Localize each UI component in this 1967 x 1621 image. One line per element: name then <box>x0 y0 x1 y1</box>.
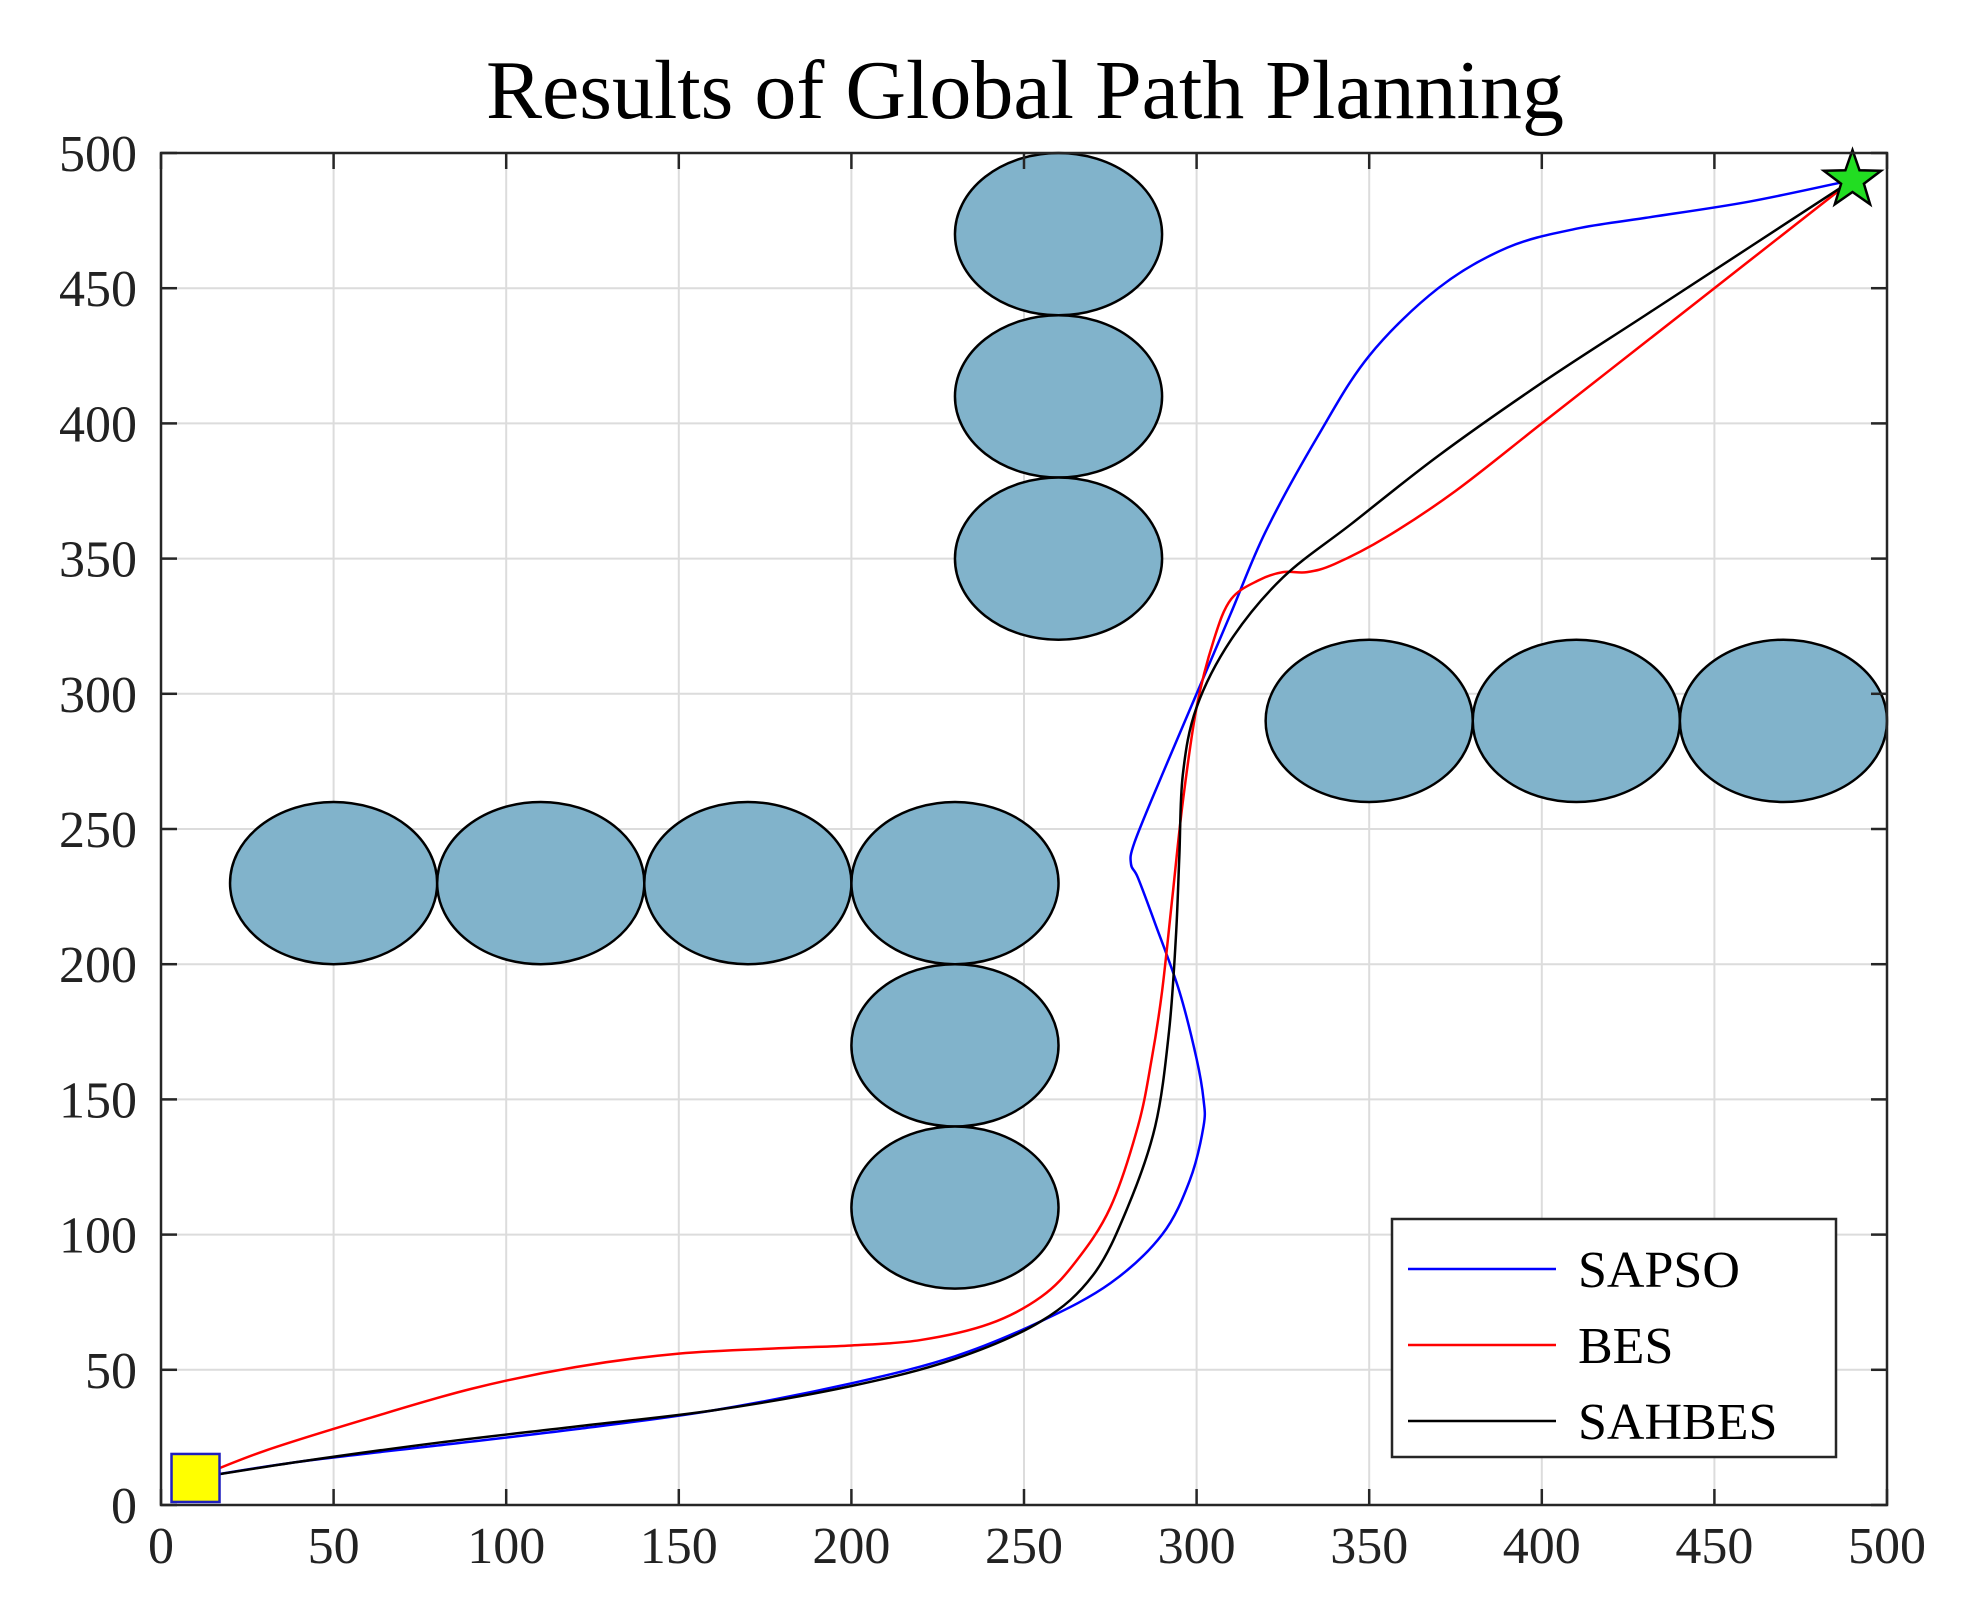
x-tick-label: 350 <box>1330 1518 1408 1575</box>
obstacle-circle <box>850 962 1060 1128</box>
y-tick-label: 500 <box>59 126 137 183</box>
legend-box <box>1390 1217 1838 1459</box>
obstacle-circle <box>643 800 853 966</box>
y-tick-label: 350 <box>59 532 137 589</box>
obstacle-circle <box>953 151 1164 317</box>
obstacles <box>228 151 1889 1290</box>
y-tick-label: 50 <box>85 1343 137 1400</box>
obstacle-circle <box>1678 638 1889 804</box>
legend: SAPSO BES SAHBES <box>1390 1217 1838 1459</box>
x-tick-label: 250 <box>985 1518 1063 1575</box>
y-tick-label: 0 <box>111 1478 137 1535</box>
goal-star-marker <box>1820 146 1885 208</box>
axis-ticks: 0 50 100 150 200 250 300 350 400 450 500 0 50 100 150 2… <box>59 126 1926 1575</box>
x-tick-label: 450 <box>1675 1518 1753 1575</box>
y-tick-label: 150 <box>59 1072 137 1129</box>
path-lines <box>195 178 1854 1480</box>
x-tick-label: 0 <box>148 1518 174 1575</box>
x-tick-label: 300 <box>1158 1518 1236 1575</box>
x-tick-label: 500 <box>1848 1518 1926 1575</box>
x-tick-label: 400 <box>1503 1518 1581 1575</box>
x-tick-label: 50 <box>308 1518 360 1575</box>
obstacle-circle <box>228 800 439 966</box>
obstacle-circle <box>850 1125 1060 1290</box>
y-tick-label: 100 <box>59 1208 137 1265</box>
obstacle-circle <box>953 313 1164 479</box>
y-tick-label: 250 <box>59 802 137 859</box>
y-tick-label: 300 <box>59 667 137 724</box>
x-tick-label: 200 <box>812 1518 890 1575</box>
x-tick-label: 150 <box>640 1518 718 1575</box>
x-tick-label: 100 <box>467 1518 545 1575</box>
obstacle-circle <box>1264 638 1475 804</box>
obstacle-circle <box>1471 638 1682 804</box>
chart-title: Results of Global Path Planning <box>486 44 1564 137</box>
y-tick-label: 450 <box>59 261 137 318</box>
obstacle-circle <box>953 476 1164 641</box>
markers <box>170 146 1885 1504</box>
series-line-sahbes <box>195 178 1854 1480</box>
legend-label-bes: BES <box>1578 1318 1673 1375</box>
y-tick-label: 400 <box>59 396 137 453</box>
obstacle-circle <box>850 800 1060 966</box>
series-line-bes <box>195 179 1854 1480</box>
y-tick-label: 200 <box>59 937 137 994</box>
legend-label-sapso: SAPSO <box>1578 1242 1740 1299</box>
legend-label-sahbes: SAHBES <box>1578 1394 1777 1451</box>
obstacle-circle <box>435 800 646 966</box>
start-marker <box>170 1452 221 1504</box>
